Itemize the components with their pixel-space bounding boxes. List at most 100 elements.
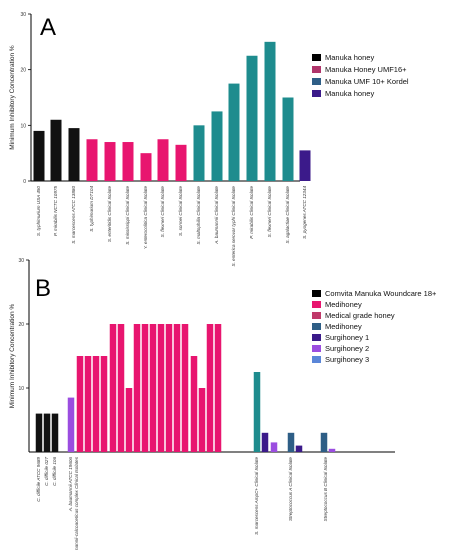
legend-entry: Manuka honey bbox=[325, 53, 374, 62]
legend-swatch bbox=[312, 301, 321, 308]
group-label: C. difficile ATCC 9689 bbox=[36, 457, 41, 502]
bar bbox=[253, 372, 261, 452]
bar bbox=[295, 445, 303, 452]
y-tick-label: 10 bbox=[18, 386, 24, 392]
bar bbox=[76, 356, 84, 452]
bar bbox=[100, 356, 108, 452]
bar bbox=[43, 413, 51, 452]
bar bbox=[125, 388, 133, 452]
legend-swatch bbox=[312, 356, 321, 363]
bar bbox=[228, 83, 240, 181]
bar bbox=[68, 128, 80, 181]
y-tick-label: 20 bbox=[18, 322, 24, 328]
bar bbox=[51, 413, 59, 452]
legend-swatch bbox=[312, 334, 321, 341]
bar bbox=[214, 324, 222, 452]
bar bbox=[50, 119, 62, 181]
group-label: Streptococcus B Clinical Isolate bbox=[323, 457, 328, 522]
legend-swatch bbox=[312, 345, 321, 352]
category-label: S. maltophilia Clinical Isolate bbox=[196, 186, 201, 245]
bar bbox=[141, 324, 149, 452]
group-label: C. difficile 106 bbox=[52, 457, 57, 486]
bar bbox=[92, 356, 100, 452]
legend-swatch bbox=[312, 90, 321, 97]
legend-swatch bbox=[312, 66, 321, 73]
category-label: Y. enterocolitica Clinical Isolate bbox=[143, 186, 148, 250]
bar bbox=[246, 55, 258, 181]
legend-swatch bbox=[312, 290, 321, 297]
y-tick-label: 30 bbox=[20, 12, 26, 18]
category-label: S. sonnei Clinical Isolate bbox=[178, 186, 183, 236]
bar bbox=[33, 130, 45, 181]
group-label: Streptococcus A Clinical Isolate bbox=[288, 457, 293, 521]
panel-letter: A bbox=[40, 14, 56, 41]
bar bbox=[86, 139, 98, 181]
bar bbox=[181, 324, 189, 452]
panel-letter: B bbox=[35, 275, 51, 302]
category-label: S. pyogenes ATCC 12344 bbox=[302, 186, 307, 239]
bar bbox=[67, 397, 75, 452]
bar bbox=[157, 139, 169, 181]
legend-entry: Medical grade honey bbox=[325, 311, 395, 320]
bar bbox=[261, 432, 269, 452]
bar bbox=[165, 324, 173, 452]
category-label: S. enteritidis Clinical Isolate bbox=[107, 186, 112, 243]
category-label: P. mirabilis NCTC 10975 bbox=[53, 186, 58, 236]
bar bbox=[320, 432, 328, 452]
bar bbox=[84, 356, 92, 452]
category-label: A. baumannii Clinical Isolate bbox=[214, 186, 219, 245]
bar bbox=[175, 144, 187, 181]
legend-entry: Manuka Honey UMF16+ bbox=[325, 65, 407, 74]
group-label: A. baumannii-calcoaceticus complex Clini… bbox=[74, 456, 79, 550]
bar bbox=[190, 356, 198, 452]
bar bbox=[264, 41, 276, 182]
bar bbox=[287, 432, 295, 452]
y-tick-label: 0 bbox=[23, 179, 26, 185]
bar bbox=[270, 442, 278, 452]
category-label: S. enterica serovar typhi Clinical Isola… bbox=[231, 186, 236, 267]
category-label: S. flexneri Clinical Isolate bbox=[160, 186, 165, 238]
bar bbox=[140, 153, 152, 181]
bar bbox=[173, 324, 181, 452]
bar bbox=[109, 324, 117, 452]
bar bbox=[149, 324, 157, 452]
category-label: S. flexneri Clinical Isolate bbox=[267, 186, 272, 238]
y-tick-label: 10 bbox=[20, 123, 26, 129]
category-label: S. typhimurium USA 450 bbox=[36, 186, 41, 237]
y-tick-label: 20 bbox=[20, 68, 26, 74]
bar bbox=[133, 324, 141, 452]
legend-entry: Surgihoney 2 bbox=[325, 344, 369, 353]
bar bbox=[35, 413, 43, 452]
group-label: A. baumannii ATCC 19606 bbox=[68, 457, 73, 513]
legend-entry: Surgihoney 3 bbox=[325, 355, 369, 364]
bar bbox=[193, 125, 205, 181]
legend-entry: Manuka honey bbox=[325, 89, 374, 98]
category-label: S. typhimurium DT104 bbox=[89, 186, 94, 232]
group-label: S. marcescens AmpC+ Clinical Isolate bbox=[254, 457, 259, 535]
bar bbox=[117, 324, 125, 452]
bar bbox=[328, 448, 336, 452]
bar bbox=[299, 150, 311, 181]
category-label: S. agalactiae Clinical Isolate bbox=[285, 186, 290, 244]
legend-swatch bbox=[312, 323, 321, 330]
bar bbox=[282, 97, 294, 181]
y-tick-label: 30 bbox=[18, 258, 24, 264]
category-label: S. mississippi Clinical Isolate bbox=[125, 186, 130, 245]
legend-entry: Surgihoney 1 bbox=[325, 333, 369, 342]
legend-entry: Medihoney bbox=[325, 300, 362, 309]
bar bbox=[211, 111, 223, 181]
category-label: S. marcescens ATCC 13880 bbox=[71, 186, 76, 244]
legend-entry: Comvita Manuka Woundcare 18+ bbox=[325, 289, 437, 298]
legend-entry: Manuka UMF 10+ Kordel bbox=[325, 77, 409, 86]
bar bbox=[206, 324, 214, 452]
bar bbox=[157, 324, 165, 452]
group-label: C. difficile 027 bbox=[44, 457, 49, 486]
legend-entry: Medihoney bbox=[325, 322, 362, 331]
legend-swatch bbox=[312, 312, 321, 319]
bar bbox=[104, 142, 116, 181]
bar bbox=[122, 142, 134, 181]
y-axis-label: Minimum Inhibitory Concentration % bbox=[9, 45, 16, 150]
bar bbox=[198, 388, 206, 452]
y-axis-label: Minimum Inhibitory Concentration % bbox=[9, 304, 16, 409]
